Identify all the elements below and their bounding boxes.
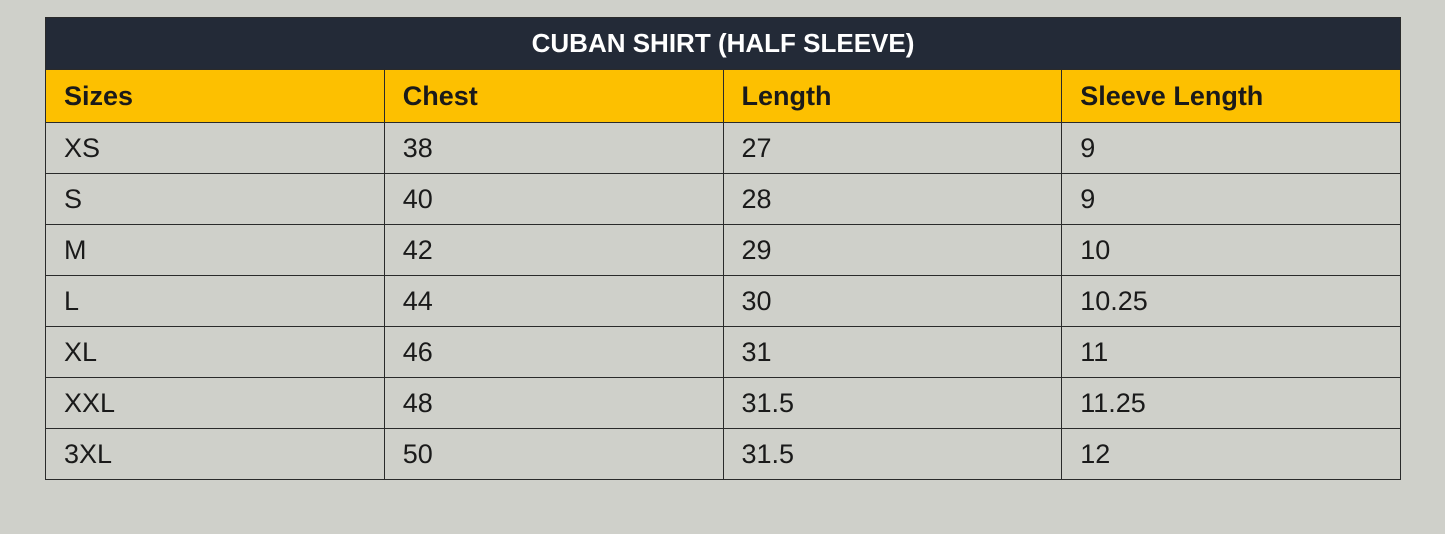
header-cell: Sizes <box>45 69 385 123</box>
data-cell: XL <box>45 326 385 378</box>
data-cell: 29 <box>722 224 1063 276</box>
data-row: M 42 29 10 <box>45 224 1401 276</box>
header-row: Sizes Chest Length Sleeve Length <box>45 69 1401 123</box>
data-cell: 50 <box>383 428 724 480</box>
data-cell: XXL <box>45 377 385 429</box>
header-cell: Sleeve Length <box>1061 69 1401 123</box>
data-row: XL 46 31 11 <box>45 326 1401 378</box>
data-cell: S <box>45 173 385 225</box>
data-cell: 48 <box>383 377 724 429</box>
data-cell: 10.25 <box>1061 275 1401 327</box>
data-cell: 11 <box>1061 326 1401 378</box>
data-cell: 31.5 <box>722 377 1063 429</box>
data-row: L 44 30 10.25 <box>45 275 1401 327</box>
data-cell: 30 <box>722 275 1063 327</box>
data-cell: 31 <box>722 326 1063 378</box>
data-cell: 10 <box>1061 224 1401 276</box>
data-cell: 40 <box>383 173 724 225</box>
table-body: CUBAN SHIRT (HALF SLEEVE) Sizes Chest Leng… <box>45 17 1401 480</box>
data-cell: 12 <box>1061 428 1401 480</box>
data-cell: 9 <box>1061 173 1401 225</box>
header-cell: Chest <box>383 69 724 123</box>
data-row: XXL 48 31.5 11.25 <box>45 377 1401 429</box>
data-cell: 44 <box>383 275 724 327</box>
data-cell: 11.25 <box>1061 377 1401 429</box>
data-cell: 27 <box>722 122 1063 174</box>
data-cell: 46 <box>383 326 724 378</box>
table-title: CUBAN SHIRT (HALF SLEEVE) <box>45 17 1401 70</box>
data-row: 3XL 50 31.5 12 <box>45 428 1401 480</box>
data-cell: 3XL <box>45 428 385 480</box>
data-cell: 38 <box>383 122 724 174</box>
data-cell: XS <box>45 122 385 174</box>
data-cell: L <box>45 275 385 327</box>
data-row: S 40 28 9 <box>45 173 1401 225</box>
header-cell: Length <box>722 69 1063 123</box>
data-cell: 31.5 <box>722 428 1063 480</box>
size-chart: CUBAN SHIRT (HALF SLEEVE) Sizes Chest Leng… <box>45 17 1401 480</box>
data-row: XS 38 27 9 <box>45 122 1401 174</box>
data-cell: 42 <box>383 224 724 276</box>
data-cell: 28 <box>722 173 1063 225</box>
title-row: CUBAN SHIRT (HALF SLEEVE) <box>45 17 1401 70</box>
data-cell: 9 <box>1061 122 1401 174</box>
data-cell: M <box>45 224 385 276</box>
